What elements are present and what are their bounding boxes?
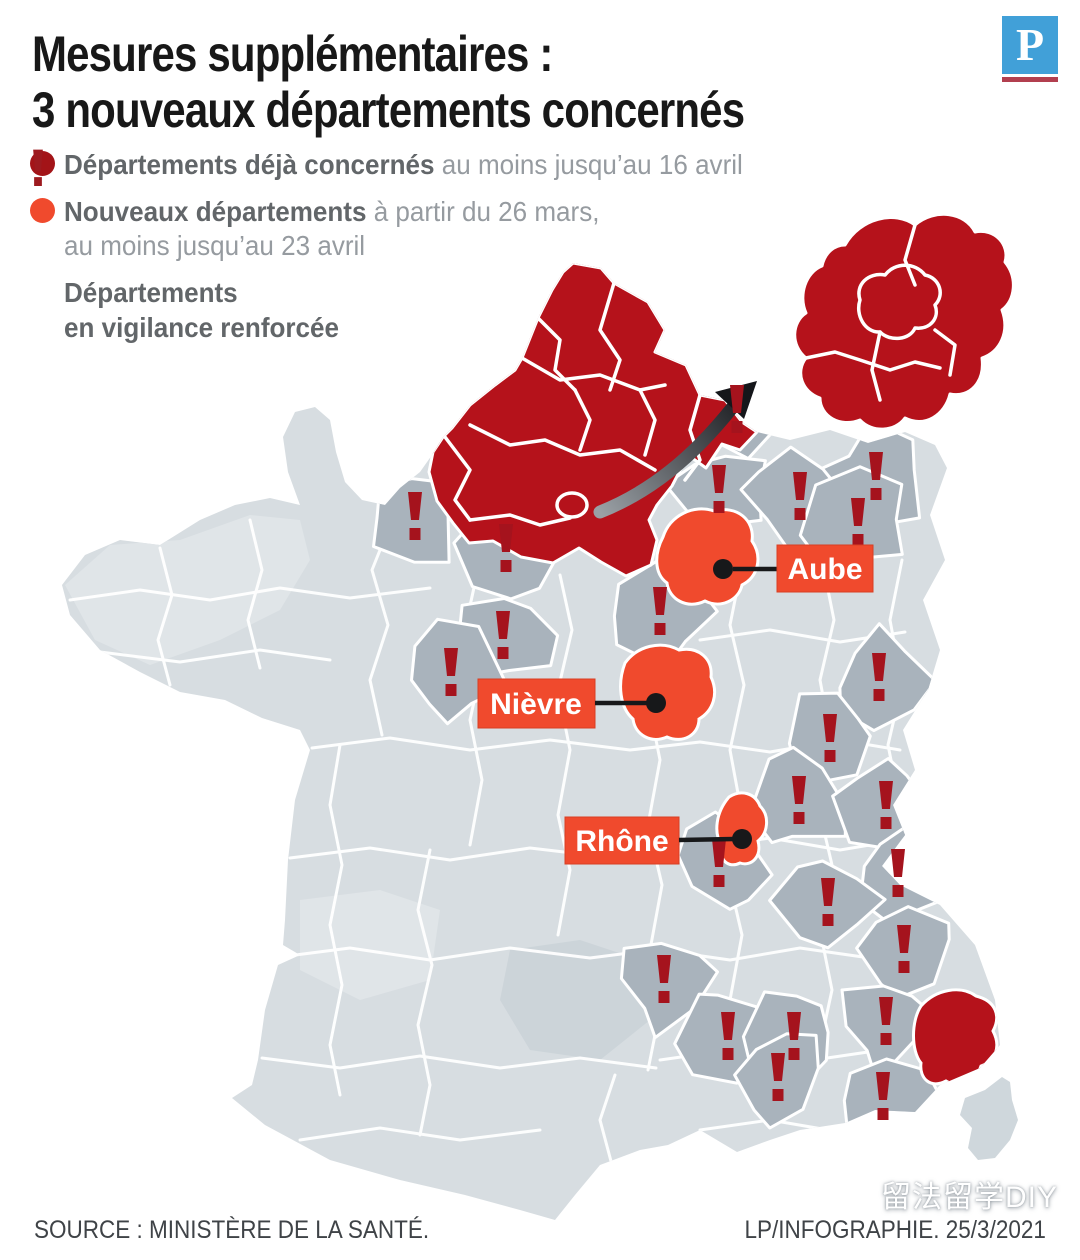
- legend: Départements déjà concernés au moins jus…: [30, 148, 794, 358]
- already-concerned-region: [427, 263, 759, 578]
- legend-already-bold: Départements déjà concernés: [64, 149, 435, 180]
- vigilance-alert-icon: [851, 498, 865, 546]
- legend-vigilance-line2: en vigilance renforcée: [64, 311, 339, 343]
- vigilance-alert-icon: [712, 465, 726, 513]
- label-rhone-text: Rhône: [575, 825, 668, 858]
- vigilance-alert-icon: [496, 611, 510, 659]
- vigilance-alert-icon: [821, 878, 835, 926]
- vigilance-alert-icon: [499, 524, 513, 572]
- legend-new-light: à partir du 26 mars,: [373, 195, 600, 227]
- label-rhone: Rhône: [564, 816, 752, 865]
- publisher-logo: P: [1002, 16, 1058, 82]
- vigilance-alert-icon: [730, 385, 744, 433]
- logo-underline: [1002, 77, 1058, 82]
- page-title: Mesures supplémentaires : 3 nouveaux dép…: [32, 26, 745, 138]
- vigilance-department-shape: [619, 941, 719, 1040]
- watermark-text: 留法留学DIY: [880, 1181, 1058, 1214]
- vigilance-alert-icon: [891, 849, 905, 897]
- logo-letter: P: [1015, 19, 1045, 70]
- region-patch: [300, 890, 440, 1000]
- vigilance-alert-icon: [879, 781, 893, 829]
- legend-item-new: Nouveaux départements à partir du 26 mar…: [30, 195, 794, 264]
- watermark: 留法留学DIY: [835, 1172, 1058, 1216]
- legend-vigilance-line1: Départements: [64, 277, 238, 309]
- source-credit: SOURCE : MINISTÈRE DE LA SANTÉ.: [34, 1216, 430, 1244]
- region-patch: [65, 515, 310, 665]
- logo-square: P: [1002, 16, 1058, 74]
- new-dot-icon: [30, 197, 55, 223]
- legend-new-bold: Nouveaux départements: [64, 195, 367, 227]
- vigilance-alert-icon: [793, 472, 807, 520]
- infographic-credit: LP/INFOGRAPHIE. 25/3/2021: [744, 1216, 1046, 1244]
- vigilance-department-shape: [838, 622, 938, 733]
- vigilance-alert-icon: [897, 925, 911, 973]
- hand-logo-icon: [841, 1176, 875, 1214]
- vigilance-alert-icon: [872, 653, 886, 701]
- vigilance-alert-icon: [653, 587, 667, 635]
- legend-already-light: au moins jusqu’au 16 avril: [441, 149, 743, 180]
- vigilance-alert-icon: [787, 1012, 801, 1060]
- label-nievre-text: Nièvre: [490, 688, 582, 721]
- vigilance-alert-icon: [876, 1072, 890, 1120]
- vigilance-alert-icon: [869, 452, 883, 500]
- vigilance-alert-icon: [657, 955, 671, 1003]
- vigilance-alert-icon: [444, 648, 458, 696]
- vigilance-alert-icon: [712, 839, 726, 887]
- legend-new-light2: au moins jusqu’au 23 avril: [64, 230, 366, 262]
- title-line2: 3 nouveaux départements concernés: [32, 82, 745, 138]
- label-aube-text: Aube: [788, 553, 863, 586]
- department-alpes-maritimes: [912, 988, 999, 1086]
- region-patch: [500, 940, 650, 1060]
- department-nievre: [619, 643, 716, 741]
- vigilance-alerts: [408, 385, 911, 1120]
- vigilance-alert-icon: [879, 997, 893, 1045]
- northeast-inset: [793, 212, 1015, 431]
- legend-item-already: Départements déjà concernés au moins jus…: [30, 148, 794, 183]
- vigilance-alert-icon: [408, 492, 422, 540]
- title-line1: Mesures supplémentaires :: [32, 26, 553, 82]
- legend-item-vigilance: Départements en vigilance renforcée: [30, 149, 794, 345]
- vigilance-alert-icon: [721, 1012, 735, 1060]
- label-nievre: Nièvre: [477, 678, 666, 729]
- corsica: [960, 1077, 1018, 1160]
- vigilance-alert-icon: [823, 714, 837, 762]
- vigilance-alert-icon: [771, 1053, 785, 1101]
- label-aube: Aube: [713, 544, 874, 593]
- vigilance-alert-icon: [792, 776, 806, 824]
